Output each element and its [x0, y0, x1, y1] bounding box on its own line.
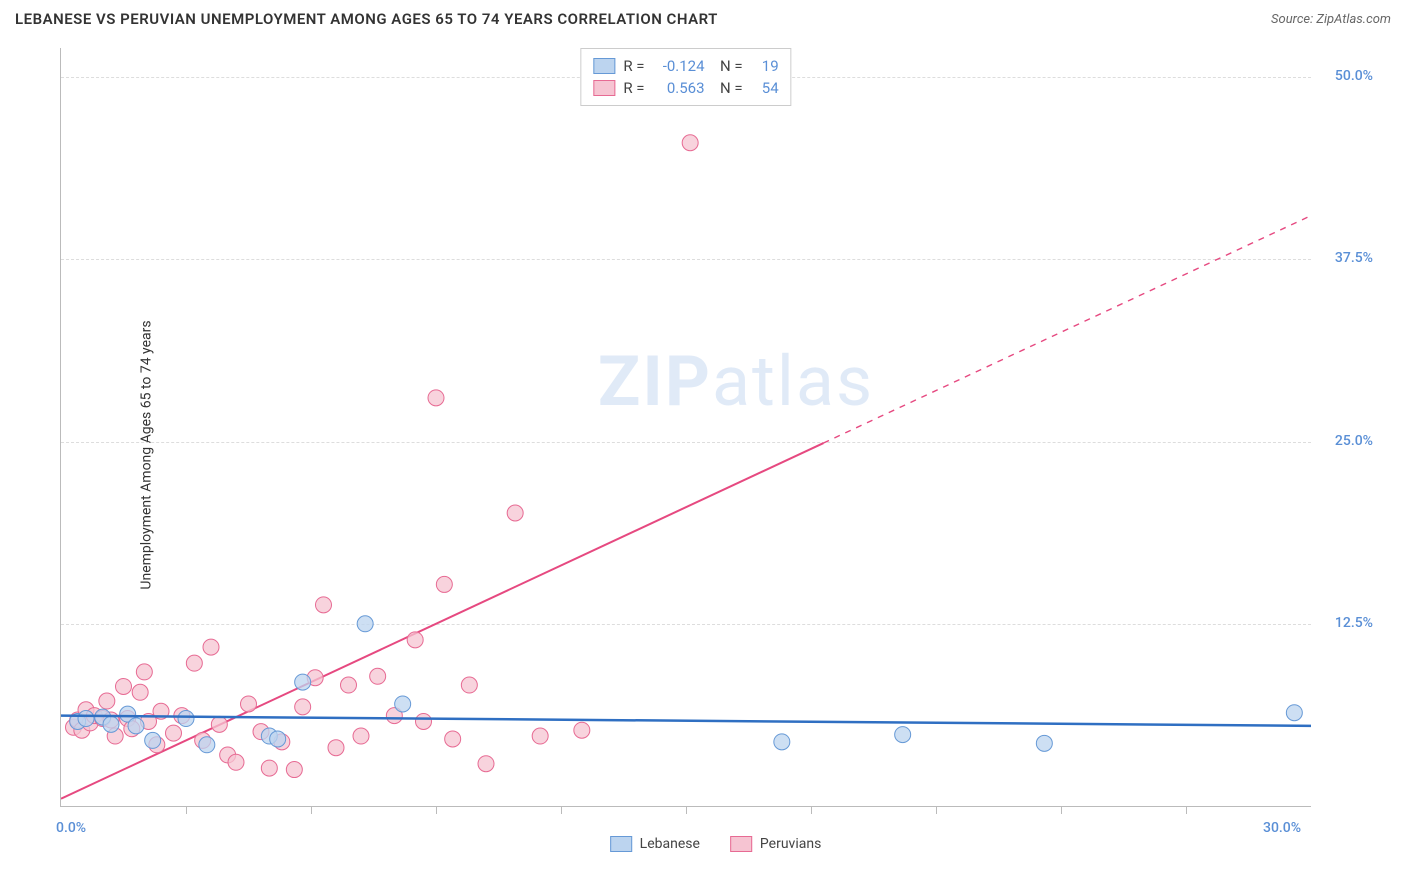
legend-swatch-peruvians — [730, 836, 752, 852]
n-value-peruvians: 54 — [751, 79, 779, 97]
x-axis-legend: Lebanese Peruvians — [610, 836, 822, 852]
y-tick-label: 12.5% — [1335, 615, 1373, 631]
swatch-lebanese — [593, 58, 615, 74]
r-value-peruvians: 0.563 — [653, 79, 705, 97]
swatch-peruvians — [593, 80, 615, 96]
y-tick-label: 37.5% — [1335, 250, 1373, 266]
x-tick-label: 30.0% — [1263, 820, 1301, 836]
plot-region: ZIPatlas R =-0.124 N =19 R =0.563 N =54 … — [60, 48, 1311, 807]
chart-area: Unemployment Among Ages 65 to 74 years Z… — [50, 48, 1381, 862]
correlation-row-peruvians: R =0.563 N =54 — [593, 77, 778, 99]
y-tick-label: 50.0% — [1335, 68, 1373, 84]
correlation-row-lebanese: R =-0.124 N =19 — [593, 55, 778, 77]
n-value-lebanese: 19 — [751, 57, 779, 75]
chart-title: LEBANESE VS PERUVIAN UNEMPLOYMENT AMONG … — [15, 10, 718, 28]
scatter-svg — [61, 48, 1311, 806]
legend-label-peruvians: Peruvians — [760, 836, 821, 852]
x-tick-label: 0.0% — [56, 820, 86, 836]
legend-swatch-lebanese — [610, 836, 632, 852]
y-tick-label: 25.0% — [1335, 433, 1373, 449]
source-attribution: Source: ZipAtlas.com — [1271, 12, 1391, 27]
legend-label-lebanese: Lebanese — [640, 836, 700, 852]
legend-item-peruvians: Peruvians — [730, 836, 821, 852]
r-value-lebanese: -0.124 — [653, 57, 705, 75]
legend-item-lebanese: Lebanese — [610, 836, 700, 852]
correlation-legend: R =-0.124 N =19 R =0.563 N =54 — [580, 48, 791, 106]
